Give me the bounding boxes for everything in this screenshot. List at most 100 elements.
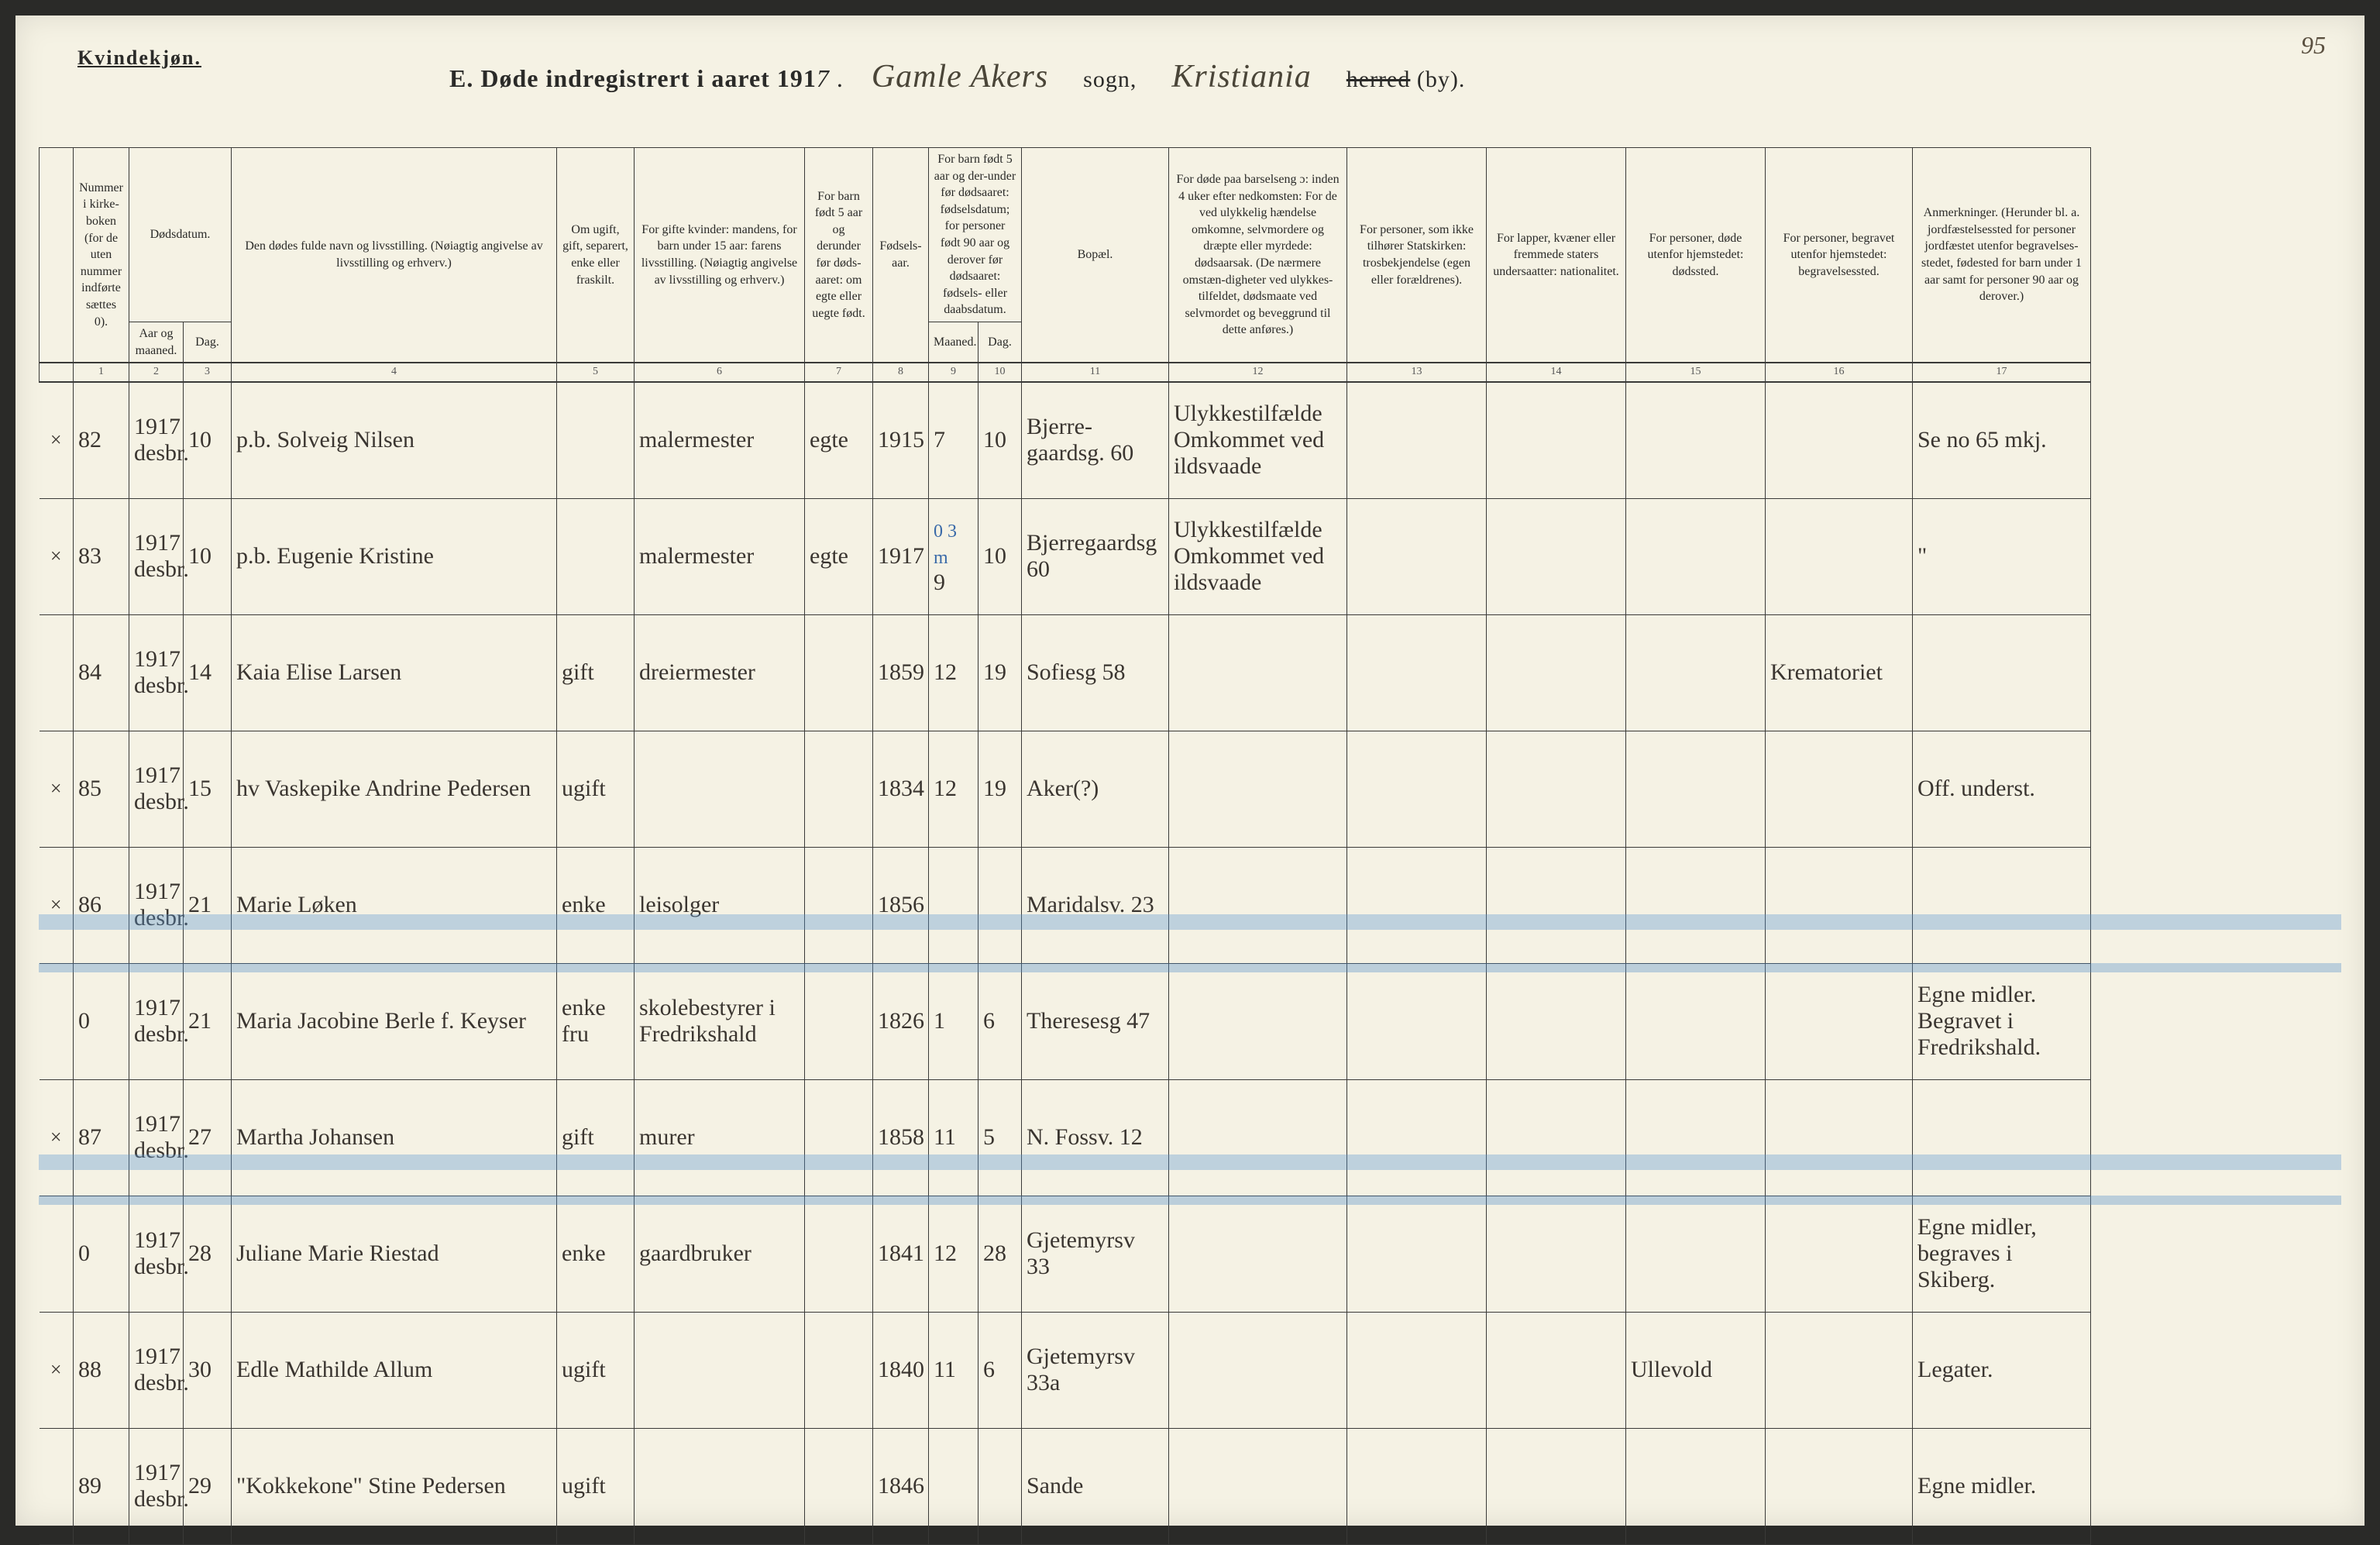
residence-cell: Gjetemyrsv 33 (1022, 1196, 1169, 1312)
cause-cell (1169, 1428, 1347, 1544)
deathplace-cell (1626, 1428, 1766, 1544)
birthyear-cell: 1856 (873, 847, 929, 963)
name-cell: "Kokkekone" Stine Pedersen (232, 1428, 557, 1544)
yearmonth-cell: 1917 desbr. (129, 498, 184, 614)
day-cell: 21 (184, 847, 232, 963)
col-deathplace: For personer, døde utenfor hjemstedet: d… (1626, 148, 1766, 363)
birthyear-cell: 1858 (873, 1079, 929, 1196)
residence-cell: Bjerregaardsg 60 (1022, 498, 1169, 614)
name-cell: p.b. Eugenie Kristine (232, 498, 557, 614)
faith-cell (1347, 498, 1487, 614)
civil-cell: ugift (557, 1428, 635, 1544)
spouse-cell (635, 731, 805, 847)
burialplace-cell (1766, 963, 1913, 1079)
notes-cell (1913, 1079, 2091, 1196)
burialplace-cell (1766, 1428, 1913, 1544)
bday-cell: 28 (978, 1196, 1022, 1312)
yearmonth-cell: 1917 desbr. (129, 382, 184, 498)
birthyear-cell: 1846 (873, 1428, 929, 1544)
col-day: Dag. (184, 322, 232, 363)
civil-cell: ugift (557, 731, 635, 847)
col-notes: Anmerkninger. (Herunder bl. a. jordfæste… (1913, 148, 2091, 363)
cause-cell (1169, 1196, 1347, 1312)
colnum: 5 (557, 363, 635, 382)
notes-cell: Egne midler. (1913, 1428, 2091, 1544)
legit-cell (805, 1196, 873, 1312)
day-cell: 30 (184, 1312, 232, 1428)
spouse-cell (635, 1312, 805, 1428)
day-cell: 29 (184, 1428, 232, 1544)
deathplace-cell (1626, 963, 1766, 1079)
spouse-cell: skolebestyrer i Fredrikshald (635, 963, 805, 1079)
deathplace-cell (1626, 1079, 1766, 1196)
yearmonth-cell: 1917 desbr. (129, 1312, 184, 1428)
col-legit: For barn født 5 aar og derunder før døds… (805, 148, 873, 363)
birthyear-cell: 1841 (873, 1196, 929, 1312)
table-row: ×881917 desbr.30Edle Mathilde Allumugift… (40, 1312, 2341, 1428)
mark-cell: × (40, 731, 74, 847)
title-prefix: E. Døde indregistrert i aaret 191 (449, 64, 817, 92)
legit-cell (805, 731, 873, 847)
faith-cell (1347, 614, 1487, 731)
spouse-cell: malermester (635, 498, 805, 614)
nationality-cell (1487, 1312, 1626, 1428)
civil-cell: gift (557, 1079, 635, 1196)
burialplace-cell (1766, 498, 1913, 614)
spouse-cell: leisolger (635, 847, 805, 963)
faith-cell (1347, 731, 1487, 847)
birthyear-cell: 1859 (873, 614, 929, 731)
birthyear-cell: 1917 (873, 498, 929, 614)
cause-cell (1169, 731, 1347, 847)
deathplace-cell: Ullevold (1626, 1312, 1766, 1428)
column-number-row: 1 2 3 4 5 6 7 8 9 10 11 12 13 14 15 16 1 (40, 363, 2341, 382)
legit-cell: egte (805, 498, 873, 614)
legit-cell (805, 1312, 873, 1428)
page-number: 95 (2301, 31, 2326, 60)
faith-cell (1347, 1428, 1487, 1544)
residence-cell: Bjerre-gaardsg. 60 (1022, 382, 1169, 498)
col-cause: For døde paa barselseng ɔ: inden 4 uker … (1169, 148, 1347, 363)
cause-cell: Ulykkestilfælde Omkommet ved ildsvaade (1169, 382, 1347, 498)
mark-cell: × (40, 847, 74, 963)
deathplace-cell (1626, 614, 1766, 731)
spouse-cell: murer (635, 1079, 805, 1196)
legit-cell (805, 1079, 873, 1196)
register-table: Nummer i kirke-boken (for de uten nummer… (39, 147, 2341, 1545)
colnum: 8 (873, 363, 929, 382)
mark-cell: × (40, 382, 74, 498)
bmonth-cell (929, 1428, 978, 1544)
civil-cell: enke (557, 847, 635, 963)
bday-cell (978, 847, 1022, 963)
herred-label: herred (by). (1346, 67, 1466, 92)
colnum: 4 (232, 363, 557, 382)
bday-cell: 5 (978, 1079, 1022, 1196)
table-row: ×871917 desbr.27Martha Johansengiftmurer… (40, 1079, 2341, 1196)
name-cell: Maria Jacobine Berle f. Keyser (232, 963, 557, 1079)
spouse-cell: dreiermester (635, 614, 805, 731)
col-faith: For personer, som ikke tilhører Statskir… (1347, 148, 1487, 363)
bday-cell: 6 (978, 963, 1022, 1079)
nationality-cell (1487, 1196, 1626, 1312)
bmonth-cell (929, 847, 978, 963)
document-page: 95 Kvindekjøn. E. Døde indregistrert i a… (15, 15, 2365, 1526)
day-cell: 10 (184, 382, 232, 498)
cause-cell: Ulykkestilfælde Omkommet ved ildsvaade (1169, 498, 1347, 614)
yearmonth-cell: 1917 desbr. (129, 1196, 184, 1312)
table-row: ×851917 desbr.15hv Vaskepike Andrine Ped… (40, 731, 2341, 847)
bday-cell: 19 (978, 731, 1022, 847)
col-civil: Om ugift, gift, separert, enke eller fra… (557, 148, 635, 363)
colnum: 15 (1626, 363, 1766, 382)
legit-cell (805, 1428, 873, 1544)
colnum: 11 (1022, 363, 1169, 382)
burialplace-cell (1766, 1312, 1913, 1428)
nationality-cell (1487, 382, 1626, 498)
residence-cell: Sofiesg 58 (1022, 614, 1169, 731)
yearmonth-cell: 1917 desbr. (129, 847, 184, 963)
faith-cell (1347, 847, 1487, 963)
residence-cell: Aker(?) (1022, 731, 1169, 847)
civil-cell: gift (557, 614, 635, 731)
name-cell: Martha Johansen (232, 1079, 557, 1196)
col-birthyear: Fødsels-aar. (873, 148, 929, 363)
birthyear-cell: 1826 (873, 963, 929, 1079)
num-cell: 88 (74, 1312, 129, 1428)
